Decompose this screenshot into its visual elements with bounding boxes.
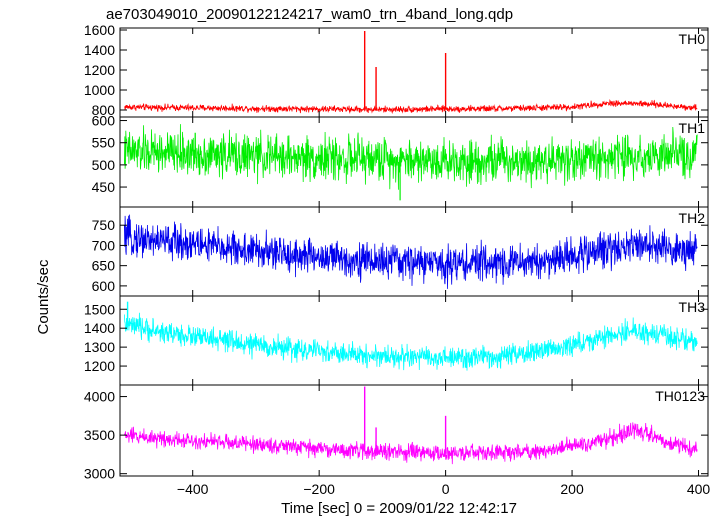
panel-th0: 800 1000 1200 1400 1600 TH0 xyxy=(84,22,709,118)
panel-th0123: 3000 3500 4000 TH0123 xyxy=(84,384,709,482)
y-tick-label: 1300 xyxy=(84,339,115,355)
y-tick-label: 1200 xyxy=(84,62,115,78)
y-tick-label: 1200 xyxy=(84,358,115,374)
panel-th3: 1200 1300 1400 1500 TH3 xyxy=(84,295,709,386)
y-tick-label: 1000 xyxy=(84,82,115,98)
y-tick-label: 1600 xyxy=(84,22,115,38)
y-tick-label: 700 xyxy=(92,237,116,253)
panel-label-th1: TH1 xyxy=(679,120,706,136)
y-tick-label: 650 xyxy=(92,258,116,274)
x-axis-label: Time [sec] 0 = 2009/01/22 12:42:17 xyxy=(281,500,517,516)
y-tick-label: 1400 xyxy=(84,42,115,58)
panel-frame xyxy=(119,384,709,477)
x-tick-label: 400 xyxy=(687,481,711,497)
y-tick-label: 3500 xyxy=(84,427,115,443)
panel-label-th3: TH3 xyxy=(679,299,706,315)
x-tick-label: 0 xyxy=(442,481,450,497)
panel-th2: 600 650 700 750 TH2 xyxy=(92,206,709,297)
series-line-th2 xyxy=(124,214,698,289)
x-tick-label: 200 xyxy=(560,481,584,497)
y-tick-label: 3000 xyxy=(84,466,115,482)
y-tick-label: 750 xyxy=(92,217,116,233)
y-tick-label: 500 xyxy=(92,157,116,173)
y-axis-label: Counts/sec xyxy=(35,259,52,335)
y-tick-label: 550 xyxy=(92,135,116,151)
y-tick-label: 600 xyxy=(92,278,116,294)
y-tick-label: 1500 xyxy=(84,301,115,317)
y-tick-label: 450 xyxy=(92,179,116,195)
x-tick-label: −400 xyxy=(177,481,209,497)
chart-title: ae703049010_20090122124217_wam0_trn_4ban… xyxy=(106,6,513,23)
panel-th1: 450 500 550 600 TH1 xyxy=(92,113,709,208)
panel-label-th0123: TH0123 xyxy=(655,388,705,404)
y-tick-label: 600 xyxy=(92,113,116,129)
y-tick-label: 4000 xyxy=(84,389,115,405)
y-tick-label: 1400 xyxy=(84,320,115,336)
series-line-th0123 xyxy=(124,422,698,465)
series-line-th0 xyxy=(124,98,698,114)
chart-panels: 800 1000 1200 1400 1600 TH0 450 500 550 600 TH1 600… xyxy=(84,22,709,482)
panel-label-th0: TH0 xyxy=(679,31,706,47)
series-line-th3 xyxy=(124,312,698,371)
x-tick-label: −200 xyxy=(303,481,335,497)
y-tick-label: 800 xyxy=(92,102,116,118)
panel-label-th2: TH2 xyxy=(679,210,706,226)
series-line-th1 xyxy=(124,124,698,190)
x-axis-ticks: −400 −200 0 200 400 xyxy=(177,481,710,497)
